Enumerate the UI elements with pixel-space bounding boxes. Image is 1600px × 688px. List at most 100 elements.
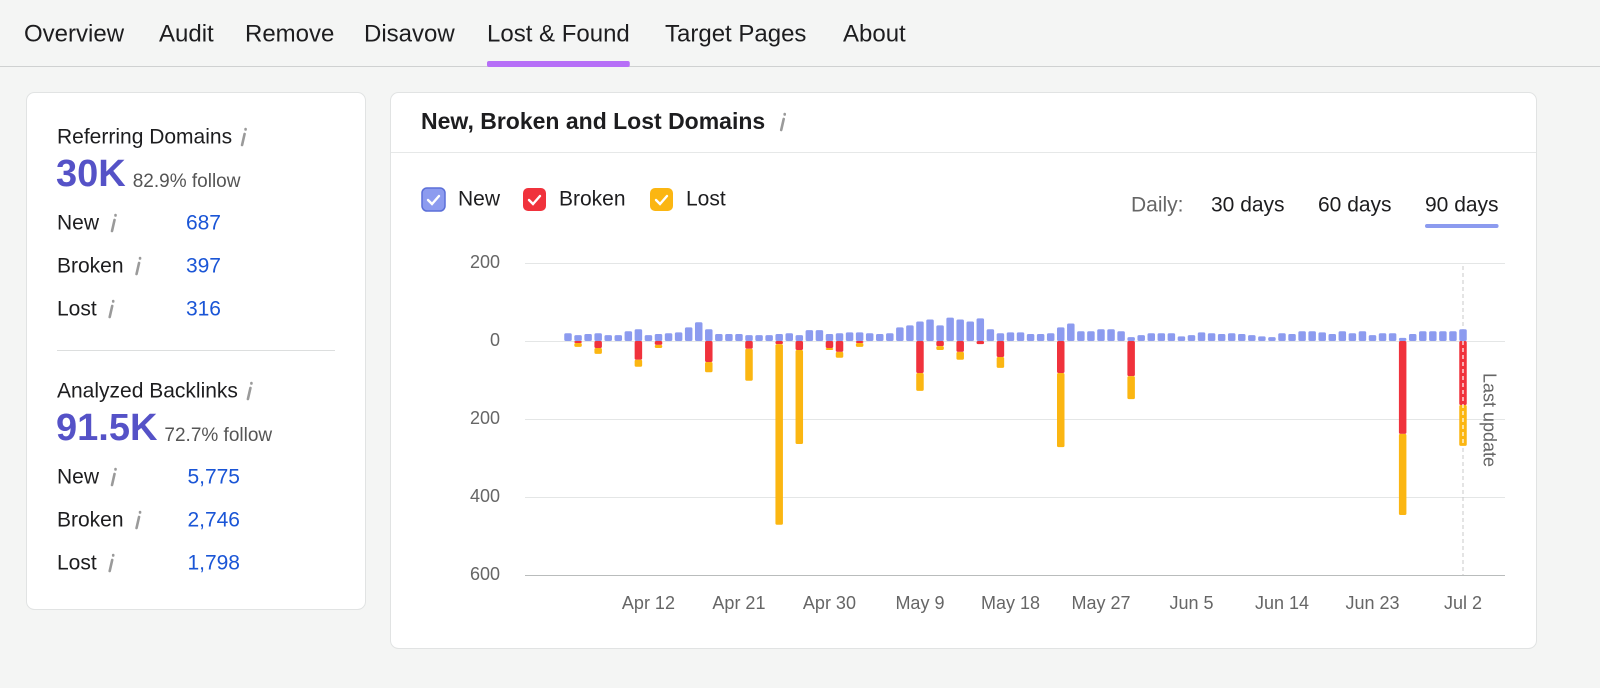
bar-segment xyxy=(1308,331,1316,341)
bar-segment xyxy=(825,333,834,341)
nav-tab[interactable]: Target Pages xyxy=(665,20,806,47)
bar-segment xyxy=(1318,332,1326,341)
row-value[interactable]: 316 xyxy=(186,298,221,321)
y-tick-label: 200 xyxy=(470,408,500,428)
bar-segment xyxy=(1408,333,1417,341)
row-value[interactable]: 2,746 xyxy=(187,509,240,532)
summary-value: 91.5K xyxy=(56,407,158,449)
summary-title: Referring Domains xyxy=(57,126,232,149)
bar-segment xyxy=(654,341,663,345)
bar-segment xyxy=(805,330,814,341)
bar-segment xyxy=(1217,333,1226,341)
bar-segment xyxy=(594,341,602,349)
row-label: Lost xyxy=(57,552,97,575)
bar-segment xyxy=(745,335,753,341)
bar-segment xyxy=(694,322,703,341)
row-value[interactable]: 1,798 xyxy=(187,552,240,575)
bar-segment xyxy=(775,341,783,345)
period-option[interactable]: 30 days xyxy=(1211,194,1285,217)
bar-segment xyxy=(996,341,1005,357)
info-icon xyxy=(779,112,787,132)
bar-segment xyxy=(765,335,773,341)
bar-segment xyxy=(1046,333,1055,341)
summary-follow: 72.7% follow xyxy=(164,425,272,446)
bar-segment xyxy=(1167,333,1176,341)
info-icon xyxy=(108,553,115,573)
info-icon xyxy=(240,127,247,147)
bar-segment xyxy=(986,329,995,341)
bar-segment xyxy=(584,333,592,341)
bar-segment xyxy=(1087,331,1095,341)
bar-segment xyxy=(1419,331,1427,341)
bar-segment xyxy=(1278,333,1286,341)
legend-label[interactable]: Lost xyxy=(686,188,726,211)
bar-segment xyxy=(634,329,643,341)
nav-tab[interactable]: About xyxy=(843,20,906,47)
nav-tab[interactable]: Disavow xyxy=(364,20,455,47)
bar-segment xyxy=(755,335,763,341)
x-tick-label: Apr 21 xyxy=(712,593,765,613)
row-value[interactable]: 687 xyxy=(186,212,221,235)
bar-segment xyxy=(1127,376,1135,400)
bar-segment xyxy=(1368,335,1377,341)
nav-bar xyxy=(0,0,1600,66)
info-icon xyxy=(135,510,142,530)
x-tick-label: Apr 30 xyxy=(803,593,856,613)
legend-checkbox[interactable] xyxy=(523,188,546,211)
info-icon xyxy=(110,467,117,487)
period-option[interactable]: 90 days xyxy=(1425,194,1499,217)
bar-segment xyxy=(1057,341,1065,373)
bar-segment xyxy=(825,348,834,350)
bar-segment xyxy=(624,331,633,341)
bar-segment xyxy=(875,333,884,341)
bar-segment xyxy=(705,341,713,363)
legend-checkbox[interactable] xyxy=(650,188,673,211)
bar-segment xyxy=(594,348,602,354)
bar-segment xyxy=(1006,332,1015,341)
bar-segment xyxy=(936,325,944,341)
bar-segment xyxy=(946,317,954,341)
bar-segment xyxy=(594,333,602,341)
legend-label[interactable]: Broken xyxy=(559,188,626,211)
row-label: New xyxy=(57,212,100,235)
bar-segment xyxy=(1388,333,1397,341)
bar-segment xyxy=(725,333,733,341)
bar-segment xyxy=(1177,336,1186,341)
annotation: Last update xyxy=(1479,373,1499,467)
bar-segment xyxy=(705,329,713,341)
bar-segment xyxy=(1268,337,1276,341)
bar-segment xyxy=(664,333,673,341)
period-option[interactable]: 60 days xyxy=(1318,194,1392,217)
legend-label[interactable]: New xyxy=(458,188,501,211)
bar-segment xyxy=(996,333,1005,341)
x-tick-label: Jul 2 xyxy=(1444,593,1482,613)
row-value[interactable]: 5,775 xyxy=(187,466,240,489)
x-tick-label: Jun 14 xyxy=(1255,593,1309,613)
bar-segment xyxy=(1026,333,1035,341)
bar-segment xyxy=(674,332,683,341)
legend-check xyxy=(527,194,542,206)
bar-segment xyxy=(1036,333,1045,341)
nav-tab[interactable]: Overview xyxy=(24,20,125,47)
bar-segment xyxy=(634,359,643,367)
bar-segment xyxy=(1378,333,1387,341)
row-value[interactable]: 397 xyxy=(186,255,221,278)
bar-segment xyxy=(1288,333,1296,341)
bar-segment xyxy=(835,341,844,352)
bar-segment xyxy=(644,335,653,341)
bar-segment xyxy=(795,349,804,444)
nav-tab[interactable]: Remove xyxy=(245,20,334,47)
bar-segment xyxy=(1449,331,1457,341)
bar-segment xyxy=(654,333,663,341)
bar-segment xyxy=(855,342,864,347)
bar-segment xyxy=(1187,335,1196,341)
bar-segment xyxy=(1077,331,1085,341)
period-label: Daily: xyxy=(1131,194,1184,217)
bar-segment xyxy=(1258,336,1266,341)
bar-segment xyxy=(1207,333,1216,341)
nav-tab[interactable]: Audit xyxy=(159,20,214,47)
legend-checkbox[interactable] xyxy=(421,187,446,212)
nav-tab[interactable]: Lost & Found xyxy=(487,20,630,47)
bar-segment xyxy=(574,335,582,341)
info-icon xyxy=(246,381,253,401)
